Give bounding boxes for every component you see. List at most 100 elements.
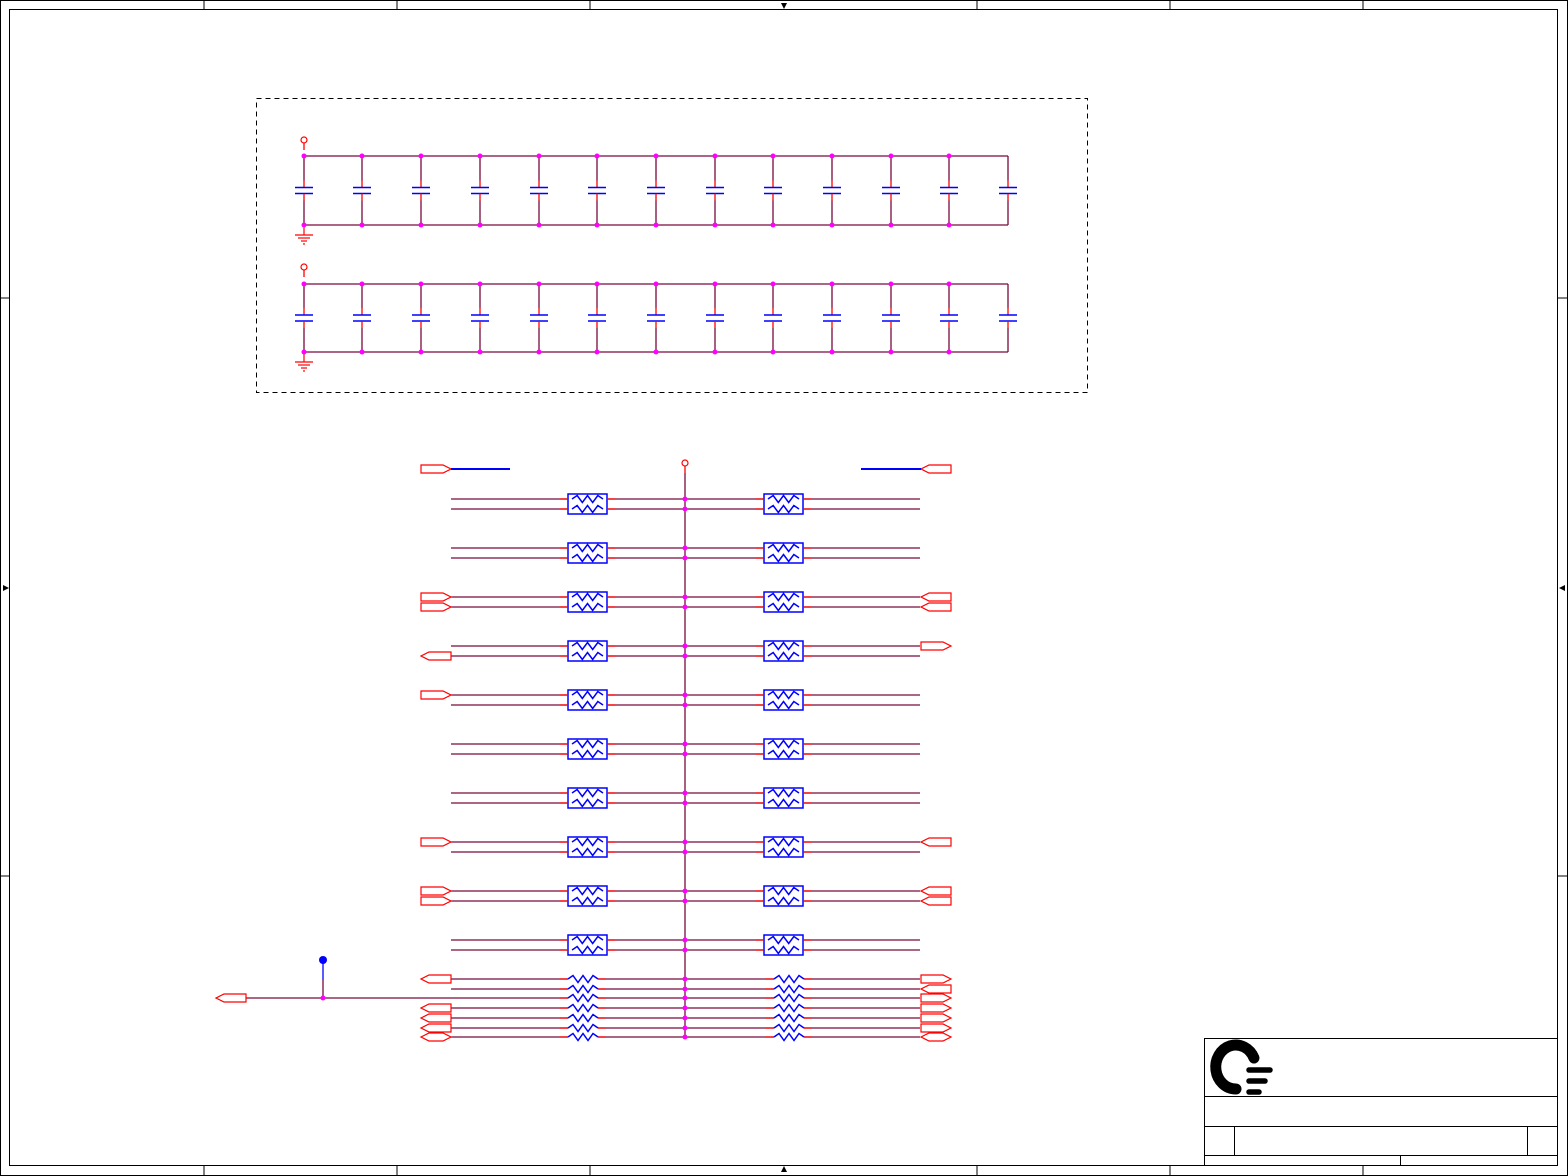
- common-mode-filter: [756, 591, 811, 613]
- common-mode-filter: [756, 934, 811, 956]
- resistor-bg: [774, 1004, 804, 1012]
- common-mode-filter: [560, 885, 615, 907]
- resistor-zigzag: [773, 984, 805, 994]
- resistor-channel: [246, 993, 953, 1003]
- net-port-icon: [419, 1003, 452, 1013]
- resistor-zigzag: [767, 886, 800, 896]
- resistor-zigzag: [767, 641, 800, 651]
- junction-dot: [682, 839, 688, 845]
- junction-dot: [594, 153, 600, 159]
- decoupling-capacitor-banks: [256, 98, 1088, 393]
- junction-dot: [682, 594, 688, 600]
- zone-arrow-icon: [781, 1166, 787, 1172]
- filter-channel: [451, 738, 920, 760]
- common-mode-filter: [756, 787, 811, 809]
- resistor-zigzag: [773, 1032, 805, 1042]
- capacitor: [823, 284, 841, 352]
- capacitor: [647, 284, 665, 352]
- resistor-zigzag: [571, 641, 604, 651]
- filter-channel: [451, 493, 920, 515]
- capacitor: [530, 284, 548, 352]
- filter-network: [214, 459, 953, 1042]
- filter-body: [567, 689, 608, 711]
- junction-dot: [682, 849, 688, 855]
- net-port-icon: [919, 896, 952, 906]
- resistor-zigzag: [567, 993, 599, 1003]
- junction-dot: [594, 349, 600, 355]
- resistor-bg: [568, 994, 598, 1002]
- junction-dot: [301, 349, 307, 355]
- junction-dot: [301, 281, 307, 287]
- filter-body: [763, 493, 804, 515]
- probe-dot-icon: [319, 956, 327, 964]
- junction-dot: [770, 153, 776, 159]
- junction-dot: [712, 281, 718, 287]
- resistor-bg: [568, 1004, 598, 1012]
- resistor-zigzag: [571, 945, 604, 955]
- common-mode-filter: [756, 542, 811, 564]
- net-port-icon: [919, 602, 952, 612]
- net-port-icon: [420, 592, 453, 602]
- junction-dot: [418, 153, 424, 159]
- resistor-zigzag: [773, 1003, 805, 1013]
- resistor-zigzag: [571, 739, 604, 749]
- resistor-zigzag: [767, 651, 800, 661]
- resistor-zigzag: [767, 945, 800, 955]
- capacitor: [412, 156, 430, 225]
- junction-dot: [829, 222, 835, 228]
- filter-body: [567, 591, 608, 613]
- net-port-icon: [419, 1013, 452, 1023]
- net-port-icon: [920, 1013, 953, 1023]
- junction-dot: [682, 496, 688, 502]
- capacitor: [295, 156, 313, 225]
- junction-dot: [682, 1034, 688, 1040]
- junction-dot: [359, 222, 365, 228]
- resistor-bg: [568, 985, 598, 993]
- capacitor-bank: [295, 136, 1017, 245]
- junction-dot: [682, 1015, 688, 1021]
- resistor-zigzag: [767, 798, 800, 808]
- filter-body: [763, 787, 804, 809]
- junction-dot: [418, 281, 424, 287]
- resistor-bg: [774, 1033, 804, 1041]
- resistor-zigzag: [571, 543, 604, 553]
- ground-icon: [295, 225, 313, 245]
- junction-dot: [477, 222, 483, 228]
- capacitor: [530, 156, 548, 225]
- net-port-icon: [920, 1023, 953, 1033]
- resistor-zigzag: [567, 1003, 599, 1013]
- capacitor: [353, 156, 371, 225]
- resistor-zigzag: [773, 1013, 805, 1023]
- resistor-zigzag: [773, 974, 805, 984]
- junction-dot: [829, 349, 835, 355]
- resistor-zigzag: [767, 847, 800, 857]
- net-port-icon: [919, 1032, 953, 1042]
- resistor-zigzag: [571, 935, 604, 945]
- common-mode-filter: [560, 738, 615, 760]
- resistor-zigzag: [571, 896, 604, 906]
- power-circle-icon: [300, 263, 308, 271]
- resistor-zigzag: [767, 935, 800, 945]
- resistor-bg: [774, 994, 804, 1002]
- junction-dot: [946, 281, 952, 287]
- junction-dot: [682, 800, 688, 806]
- junction-dot: [594, 281, 600, 287]
- resistor-zigzag: [567, 974, 599, 984]
- filter-channel: [451, 787, 920, 809]
- junction-dot: [712, 349, 718, 355]
- resistor-zigzag: [767, 739, 800, 749]
- junction-dot: [682, 506, 688, 512]
- junction-dot: [682, 741, 688, 747]
- junction-dot: [682, 1005, 688, 1011]
- common-mode-filter: [756, 640, 811, 662]
- net-port-icon: [920, 641, 953, 651]
- resistor-channel: [419, 1013, 953, 1023]
- net-port-icon: [419, 974, 452, 984]
- ground-icon: [295, 352, 313, 372]
- zone-arrow-icon: [3, 585, 9, 591]
- resistor-bg: [568, 975, 598, 983]
- filter-channel: [420, 885, 952, 907]
- junction-dot: [946, 153, 952, 159]
- capacitor: [588, 156, 606, 225]
- filter-body: [567, 640, 608, 662]
